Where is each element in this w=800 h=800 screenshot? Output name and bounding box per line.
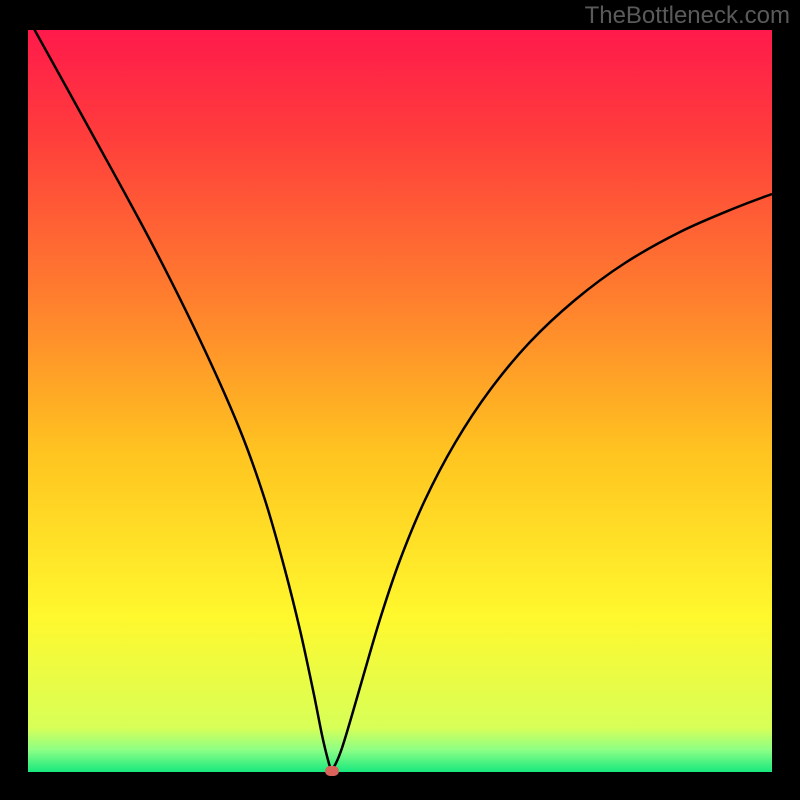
minimum-marker [325,766,339,776]
plot-area [28,30,772,772]
curve-path [28,30,772,768]
watermark-text: TheBottleneck.com [585,2,790,30]
curve-svg [28,30,772,772]
